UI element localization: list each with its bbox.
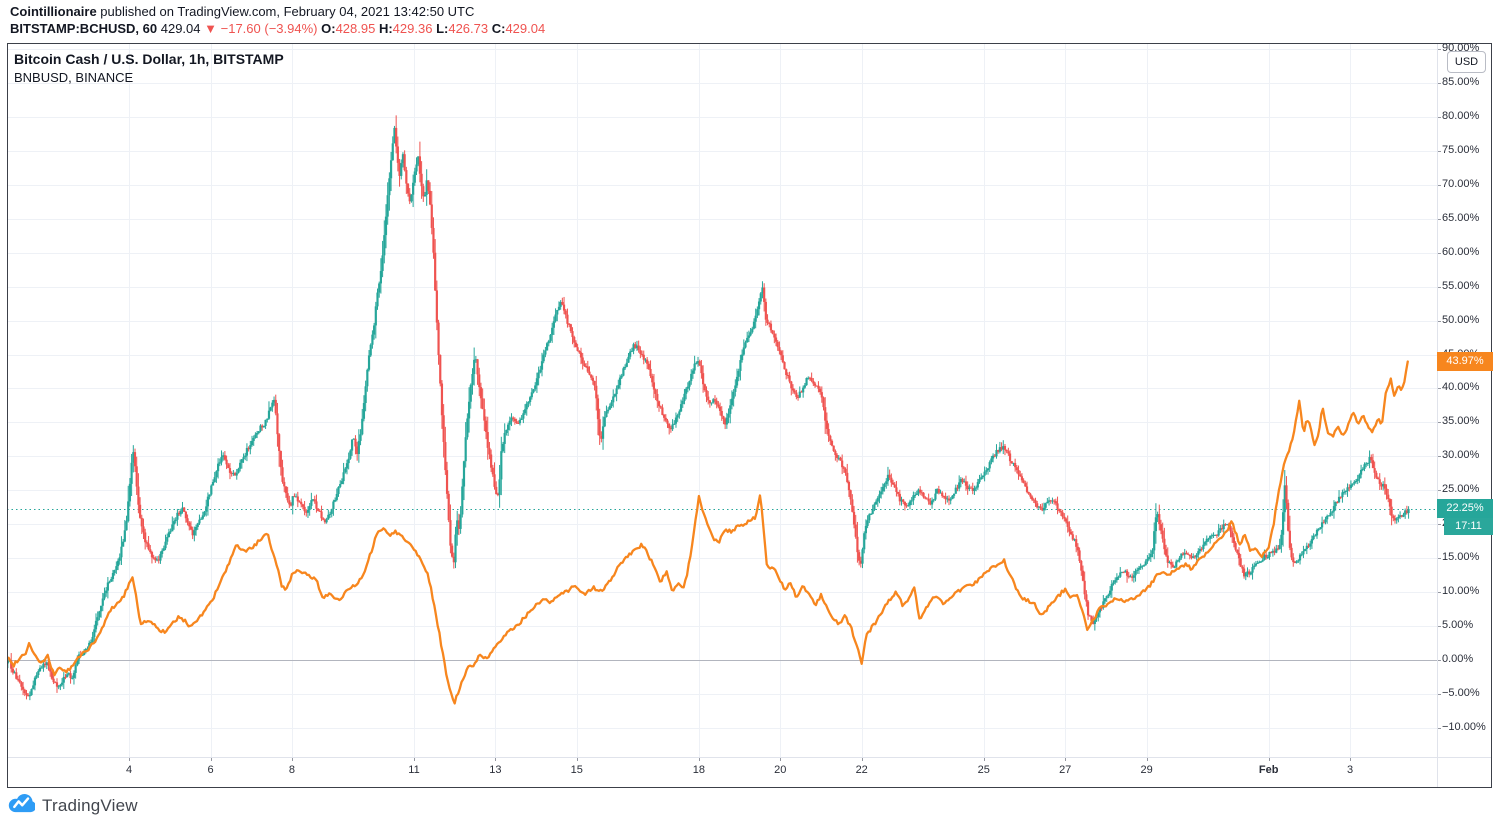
author-name: Cointillionaire: [10, 4, 97, 19]
y-axis-label: 35.00%: [1442, 415, 1480, 428]
y-axis-label: 65.00%: [1442, 211, 1480, 224]
x-axis-label: 20: [774, 764, 787, 776]
close-value: 429.04: [505, 21, 546, 36]
close-label: C:: [491, 21, 506, 36]
quote-strip: BITSTAMP:BCHUSD, 60 429.04 ▼ −17.60 (−3.…: [10, 21, 545, 36]
open-label: O:: [321, 21, 336, 36]
y-axis-label: −5.00%: [1442, 686, 1480, 699]
y-axis-label: 30.00%: [1442, 449, 1480, 462]
y-axis-label: 40.00%: [1442, 381, 1480, 394]
symbol-label: BITSTAMP:BCHUSD, 60: [10, 21, 158, 36]
high-label: H:: [378, 21, 393, 36]
x-axis-label: 27: [1059, 764, 1072, 776]
bar-countdown-label: 17:11: [1444, 518, 1493, 536]
y-axis-label: 0.00%: [1442, 653, 1474, 665]
x-axis-label: 22: [855, 764, 868, 776]
low-label: L:: [436, 21, 449, 36]
y-axis-label: −10.00%: [1442, 720, 1486, 733]
y-axis-label: 50.00%: [1442, 313, 1480, 326]
y-axis-label: 80.00%: [1442, 109, 1480, 122]
y-axis-label: 85.00%: [1442, 75, 1480, 88]
tradingview-logo-icon: [8, 792, 37, 820]
y-axis-label: 60.00%: [1442, 245, 1480, 258]
compare-series-legend[interactable]: BNBUSD, BINANCE: [14, 70, 134, 85]
price-change: −17.60 (−3.94%): [220, 21, 318, 36]
y-axis-label: 75.00%: [1442, 143, 1480, 156]
y-axis-label: 70.00%: [1442, 177, 1480, 190]
down-arrow-icon: ▼: [204, 21, 217, 36]
high-value: 429.36: [392, 21, 433, 36]
y-axis-label: 25.00%: [1442, 483, 1480, 496]
open-value: 428.95: [335, 21, 376, 36]
last-price: 429.04: [160, 21, 201, 36]
y-axis-label: 10.00%: [1442, 585, 1480, 598]
y-axis-label: 5.00%: [1442, 619, 1474, 632]
byline-text: published on TradingView.com, February 0…: [96, 4, 475, 19]
x-axis-label: 8: [288, 764, 295, 776]
bnb-price-label: 43.97%: [1437, 351, 1493, 371]
y-axis-label: 15.00%: [1442, 551, 1480, 564]
tradingview-logo-text: TradingView: [42, 796, 138, 815]
x-axis-label: 3: [1347, 764, 1354, 776]
x-axis-label: 15: [570, 764, 583, 776]
x-axis-label: 25: [977, 764, 990, 776]
x-axis-label: 29: [1140, 764, 1153, 776]
x-axis-label: 4: [126, 764, 133, 776]
published-byline: Cointillionaire published on TradingView…: [10, 4, 474, 19]
y-axis-label: 55.00%: [1442, 279, 1480, 292]
tradingview-logo[interactable]: TradingView: [8, 792, 138, 820]
x-axis-label: 11: [408, 764, 420, 776]
x-axis-label: 13: [489, 764, 502, 776]
bch-price-label: 22.25%: [1437, 499, 1493, 519]
x-axis-label: 18: [692, 764, 706, 776]
x-axis-label: 6: [207, 764, 214, 776]
low-value: 426.73: [448, 21, 489, 36]
currency-toggle-button[interactable]: USD: [1447, 51, 1486, 73]
x-axis-label: Feb: [1258, 764, 1279, 776]
main-series-legend[interactable]: Bitcoin Cash / U.S. Dollar, 1h, BITSTAMP: [14, 51, 284, 67]
